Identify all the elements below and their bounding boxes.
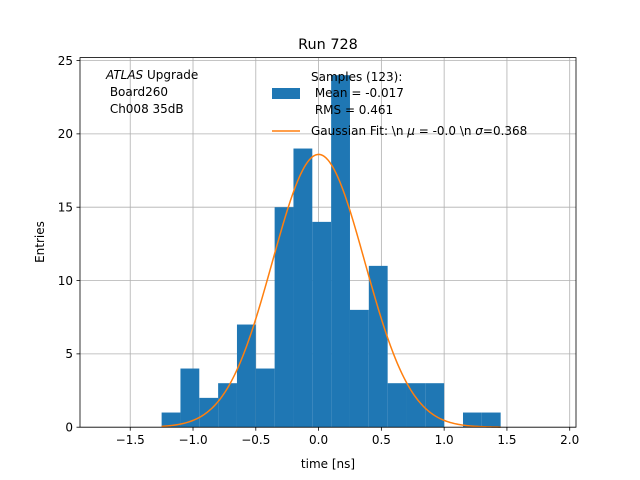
histogram-bar <box>425 383 445 428</box>
annotation-line-1: ATLAS Upgrade <box>105 68 198 82</box>
x-tick-label: 2.0 <box>560 433 579 447</box>
y-tick-label: 25 <box>58 54 73 68</box>
histogram-bar <box>462 412 482 428</box>
histogram-bar <box>293 148 313 428</box>
legend-samples-line-3: RMS = 0.461 <box>311 103 393 117</box>
y-tick-label: 10 <box>58 274 73 288</box>
histogram-bar <box>199 397 219 428</box>
legend-fit-mid: = -0.0 \n <box>415 124 475 138</box>
atlas-label: ATLAS <box>105 68 144 82</box>
histogram-bar <box>161 412 181 428</box>
x-axis-ticks: −1.5 −1.0 −0.5 0.0 0.5 1.0 1.5 2.0 <box>116 427 579 447</box>
upgrade-label: Upgrade <box>143 68 198 82</box>
axes-frame <box>79 57 577 428</box>
y-axis-label: Entries <box>33 221 47 263</box>
y-tick-label: 5 <box>65 347 73 361</box>
histogram-bar <box>312 221 332 428</box>
legend-samples-line-1: Samples (123): <box>311 70 402 84</box>
histogram-bars <box>161 75 501 428</box>
legend-fit-suffix: =0.368 <box>483 124 527 138</box>
legend-fit-prefix: Gaussian Fit: \n <box>311 124 407 138</box>
x-tick-label: 0.0 <box>309 433 328 447</box>
legend-fit-label: Gaussian Fit: \n μ = -0.0 \n σ=0.368 <box>311 124 527 138</box>
x-tick-label: 1.5 <box>497 433 516 447</box>
x-tick-label: −1.5 <box>116 433 145 447</box>
histogram-bar <box>387 383 407 428</box>
histogram-bar <box>406 383 426 428</box>
legend-fit-mu: μ <box>406 124 415 138</box>
annotation-block: ATLAS Upgrade Board260 Ch008 35dB <box>105 68 198 116</box>
histogram-bar <box>236 324 256 428</box>
annotation-channel: Ch008 35dB <box>106 102 184 116</box>
x-axis-label: time [ns] <box>301 457 355 471</box>
histogram-bar <box>274 207 294 428</box>
annotation-board: Board260 <box>106 85 168 99</box>
histogram-bar <box>481 412 501 428</box>
x-tick-label: −1.0 <box>178 433 207 447</box>
histogram-bar <box>349 309 369 428</box>
histogram-bar <box>368 265 388 428</box>
chart-title: Run 728 <box>298 37 358 53</box>
y-tick-label: 20 <box>58 127 73 141</box>
histogram-bar <box>180 368 200 428</box>
y-tick-label: 0 <box>65 421 73 435</box>
histogram-bar <box>331 75 350 428</box>
y-axis-ticks: 0 5 10 15 20 25 <box>58 54 80 435</box>
y-tick-label: 15 <box>58 201 73 215</box>
x-tick-label: 1.0 <box>435 433 454 447</box>
legend-fit-sigma: σ <box>475 124 483 138</box>
histogram-bar <box>218 383 237 428</box>
legend-samples-swatch <box>272 88 300 99</box>
legend: Samples (123): Mean = -0.017 RMS = 0.461… <box>272 70 527 138</box>
x-tick-label: 0.5 <box>372 433 391 447</box>
x-tick-label: −0.5 <box>241 433 270 447</box>
histogram-bar <box>255 368 275 428</box>
gaussian-fit-curve <box>161 153 501 428</box>
legend-samples-line-2: Mean = -0.017 <box>311 86 404 100</box>
